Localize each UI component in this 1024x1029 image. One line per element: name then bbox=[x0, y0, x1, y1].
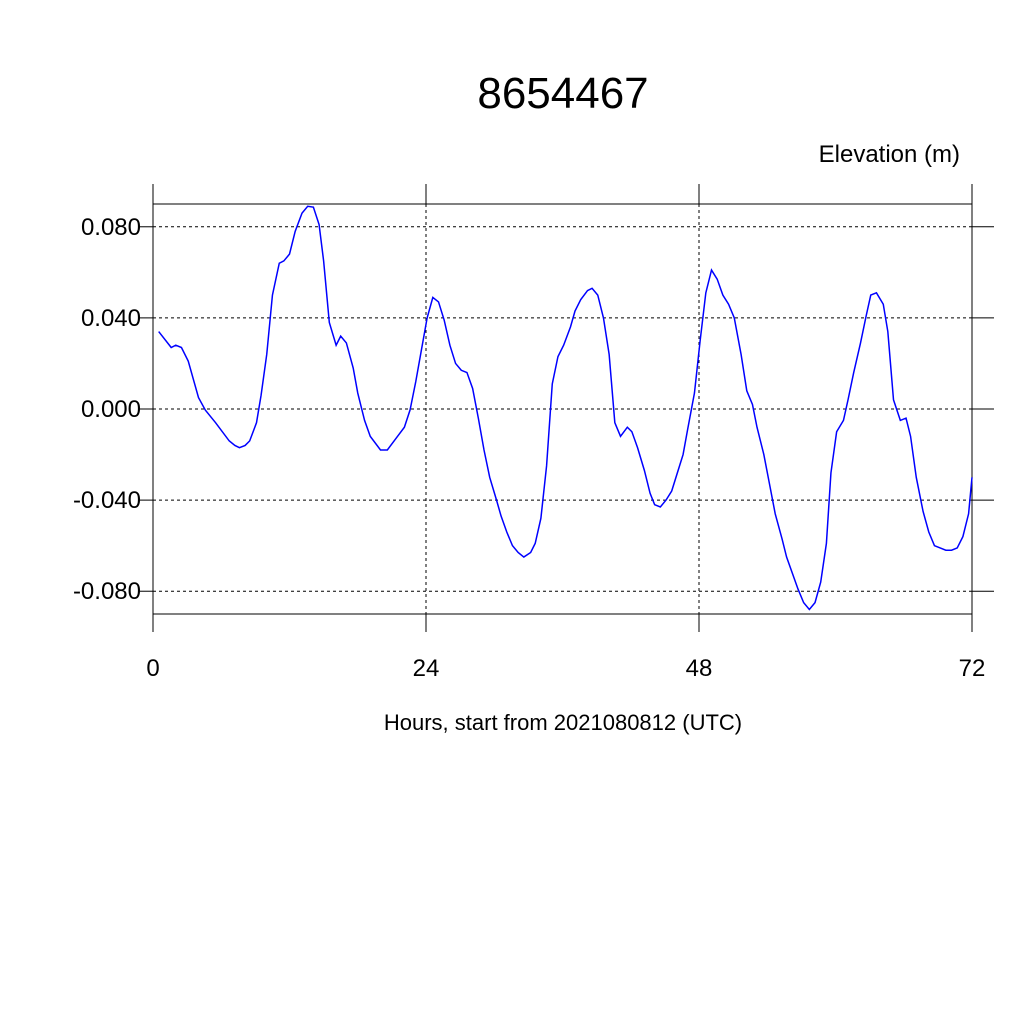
chart-title: 8654467 bbox=[477, 69, 648, 118]
x-axis-label: Hours, start from 2021080812 (UTC) bbox=[384, 710, 742, 735]
x-tick-label: 24 bbox=[413, 655, 440, 682]
x-tick-label: 72 bbox=[959, 655, 986, 682]
y-tick-label: 0.080 bbox=[81, 214, 141, 241]
y-tick-label: 0.000 bbox=[81, 396, 141, 423]
y-tick-label: 0.040 bbox=[81, 305, 141, 332]
data-line bbox=[158, 205, 973, 611]
y-tick-label: -0.040 bbox=[73, 487, 141, 514]
x-tick-label: 0 bbox=[146, 655, 159, 682]
y-tick-label: -0.080 bbox=[73, 578, 141, 605]
plot-frame bbox=[152, 203, 973, 615]
x-tick-label: 48 bbox=[686, 655, 713, 682]
y-axis-label: Elevation (m) bbox=[819, 141, 960, 168]
